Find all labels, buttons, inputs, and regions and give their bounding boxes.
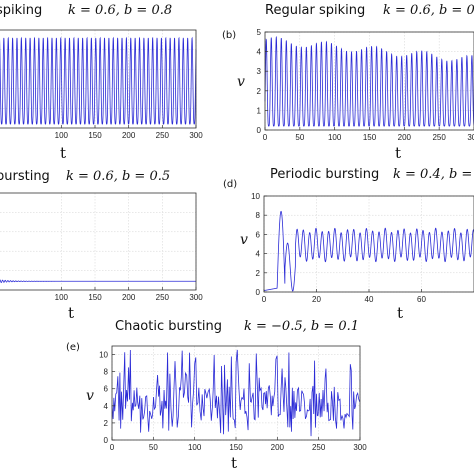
panel-e-ytick-4: 8	[104, 368, 109, 377]
panel-b: (b) Regular spiking k = 0.6, b = 0 v 0 50…	[222, 3, 474, 162]
panel-b-xtick-0: 0	[263, 133, 268, 142]
panel-e-ytick-0: 0	[104, 436, 109, 445]
panel-a-title: spiking	[0, 3, 42, 18]
panel-c-plot: 100 150 200 250 300	[0, 192, 203, 302]
panel-b-ytick-3: 3	[257, 67, 262, 76]
panel-d-ylabel: v	[240, 232, 248, 248]
panel-b-ytick-5: 5	[257, 28, 262, 37]
panel-c-frame	[0, 192, 197, 291]
panel-b-title: Regular spiking	[265, 3, 365, 18]
panel-e-ytick-1: 2	[104, 419, 109, 428]
panel-c-xtick-0: 100	[55, 293, 69, 302]
panel-b-xtick-3: 150	[363, 133, 377, 142]
panel-b-label: (b)	[222, 30, 236, 41]
panel-d-xtick-3: 60	[417, 295, 426, 304]
panel-e-ytick-3: 6	[104, 385, 109, 394]
panel-c-title: bursting	[0, 169, 50, 184]
panel-e-xtick-6: 300	[353, 443, 367, 452]
panel-a-series-v	[0, 36, 197, 125]
panel-e-plot: 0 50 100 150 200 250 300 0 2 4 6 8 10	[99, 345, 367, 452]
panel-d-ytick-0: 0	[256, 288, 261, 297]
panel-d-ytick-2: 4	[256, 250, 261, 259]
panel-a-xtick-2: 200	[122, 131, 136, 140]
panel-c-xlabel: t	[68, 304, 74, 322]
panel-b-xtick-1: 50	[295, 133, 304, 142]
panel-d-ytick-5: 10	[251, 192, 260, 201]
panel-c-xtick-1: 150	[88, 293, 102, 302]
panel-b-xtick-4: 200	[398, 133, 412, 142]
panel-d-xtick-2: 40	[365, 295, 374, 304]
panel-d-title: Periodic bursting	[270, 167, 379, 182]
panel-b-ytick-2: 2	[257, 87, 262, 96]
panel-c: bursting k = 0.6, b = 0.5 100 150 200 250 30…	[0, 169, 203, 322]
panel-e-xtick-3: 150	[229, 443, 243, 452]
panel-d-ytick-1: 2	[256, 269, 261, 278]
panel-d-ytick-3: 6	[256, 230, 261, 239]
panel-b-params: k = 0.6, b = 0	[383, 3, 474, 18]
panel-e-ytick-5: 10	[99, 351, 108, 360]
panel-b-xtick-6: 300	[467, 133, 474, 142]
panel-e-xlabel: t	[231, 454, 237, 472]
panel-b-xtick-5: 250	[432, 133, 446, 142]
panel-d-xlabel: t	[397, 304, 403, 322]
panel-e: (e) Chaotic bursting k = −0.5, b = 0.1 v…	[66, 319, 367, 472]
panel-c-xtick-4: 300	[189, 293, 203, 302]
panel-d-label: (d)	[223, 179, 237, 190]
panel-d-series-v	[263, 210, 474, 292]
panel-e-xtick-5: 250	[312, 443, 326, 452]
panel-e-label: (e)	[66, 342, 80, 353]
panel-c-xtick-3: 250	[156, 293, 170, 302]
panel-a: spiking k = 0.6, b = 0.8 100 150 200 250 300…	[0, 3, 203, 162]
panel-e-xtick-1: 50	[149, 443, 158, 452]
panel-e-xtick-4: 200	[271, 443, 285, 452]
panel-b-ylabel: v	[237, 74, 245, 90]
panel-c-xtick-2: 200	[122, 293, 136, 302]
panel-c-params: k = 0.6, b = 0.5	[66, 169, 170, 184]
panel-e-ylabel: v	[86, 388, 94, 404]
panel-b-plot: 0 50 100 150 200 250 300 0 1 2 3 4 5	[257, 28, 474, 142]
panel-a-xtick-4: 300	[189, 131, 203, 140]
panel-d-plot: 0 20 40 60 0 2 4 6 8 10	[251, 192, 474, 304]
panel-e-series-v	[111, 349, 361, 437]
panel-d-xtick-0: 0	[262, 295, 267, 304]
panel-e-ytick-2: 4	[104, 402, 109, 411]
panel-b-ytick-1: 1	[257, 106, 262, 115]
panel-b-xtick-2: 100	[328, 133, 342, 142]
panel-e-title: Chaotic bursting	[115, 319, 222, 334]
panel-a-xtick-1: 150	[88, 131, 102, 140]
panel-a-plot: 100 150 200 250 300	[0, 29, 203, 140]
panel-b-xlabel: t	[395, 144, 401, 162]
panel-d: (d) Periodic bursting k = 0.4, b = v 0 20…	[223, 167, 474, 322]
panel-a-xtick-0: 100	[55, 131, 69, 140]
panel-e-params: k = −0.5, b = 0.1	[244, 319, 359, 334]
panel-d-xtick-1: 20	[312, 295, 321, 304]
panel-b-ytick-4: 4	[257, 48, 262, 57]
panel-a-xlabel: t	[60, 144, 66, 162]
panel-c-series-v	[0, 279, 196, 283]
panel-a-params: k = 0.6, b = 0.8	[68, 3, 172, 18]
panel-b-ytick-0: 0	[257, 126, 262, 135]
panel-b-series-v	[264, 35, 474, 127]
panel-d-ytick-4: 8	[256, 211, 261, 220]
panel-e-xtick-0: 0	[110, 443, 115, 452]
panel-d-params: k = 0.4, b =	[393, 167, 472, 182]
panel-a-xtick-3: 250	[156, 131, 170, 140]
panel-e-xtick-2: 100	[188, 443, 202, 452]
